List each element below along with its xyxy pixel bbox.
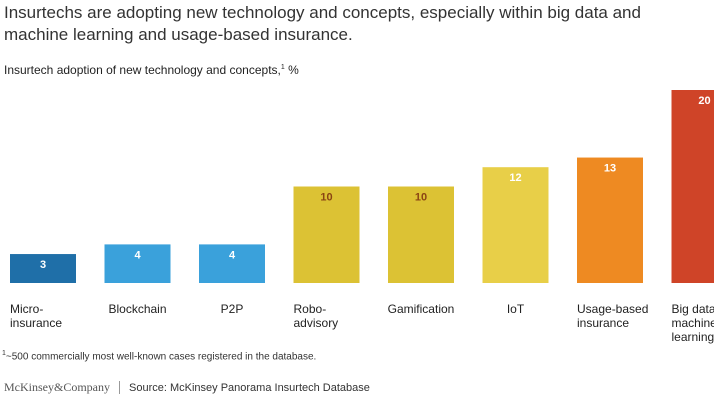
category-label-p2p: P2P — [221, 302, 244, 316]
bar-chart: 3 Micro-insurance 4 Blockchain 4 P2P 10 Robo-ad… — [10, 90, 714, 344]
category-label-robo-advisory: Robo-advisory — [294, 302, 339, 330]
bar-micro-insurance — [10, 254, 76, 283]
bar-p2p — [199, 244, 265, 283]
source-text: Source: McKinsey Panorama Insurtech Data… — [129, 381, 370, 394]
value-label-robo-advisory: 10 — [320, 192, 332, 204]
bar-big-data-machine-learning — [671, 90, 714, 283]
category-label-blockchain: Blockchain — [108, 302, 166, 316]
value-label-p2p: 4 — [229, 249, 236, 261]
category-label-micro-insurance: Micro-insurance — [10, 302, 62, 330]
bar-blockchain — [104, 244, 171, 283]
bar-usage-based-insurance — [577, 157, 643, 283]
footer: McKinsey&Company Source: McKinsey Panora… — [4, 380, 370, 395]
value-label-blockchain: 4 — [134, 249, 141, 261]
bar-robo-advisory — [293, 186, 360, 283]
subtitle-unit: % — [284, 63, 299, 77]
value-label-usage-based-insurance: 13 — [604, 163, 616, 175]
category-label-iot: IoT — [507, 302, 525, 316]
value-label-gamification: 10 — [415, 192, 427, 204]
value-label-big-data-machine-learning: 20 — [698, 95, 710, 107]
brand-logo: McKinsey&Company — [4, 380, 110, 394]
subtitle-text: Insurtech adoption of new technology and… — [4, 63, 281, 77]
footer-divider — [119, 381, 120, 394]
subtitle-footnote-marker: 1 — [280, 64, 285, 71]
value-label-micro-insurance: 3 — [40, 259, 46, 271]
footnote-text: ~500 commercially most well-known cases … — [5, 351, 317, 363]
bar-gamification — [388, 186, 454, 283]
category-label-usage-based-insurance: Usage-based insurance — [577, 302, 648, 330]
footnote: 1~500 commercially most well-known cases… — [2, 350, 316, 362]
footnote-marker: 1 — [2, 350, 6, 357]
bar-iot — [482, 167, 549, 283]
chart-title: Insurtechs are adopting new technology a… — [4, 3, 641, 44]
category-label-gamification: Gamification — [388, 302, 455, 316]
value-label-iot: 12 — [509, 172, 521, 184]
chart-subtitle: Insurtech adoption of new technology and… — [4, 63, 299, 77]
